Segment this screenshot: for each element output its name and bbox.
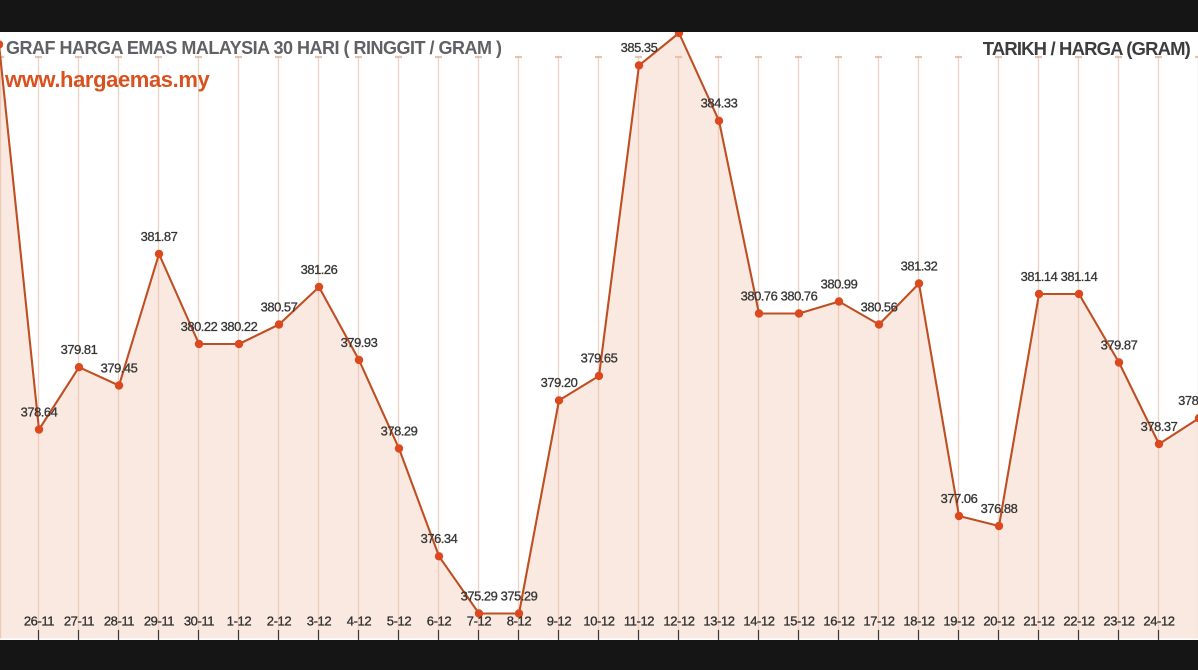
svg-text:27-11: 27-11 <box>64 614 94 629</box>
svg-text:380.56: 380.56 <box>861 299 898 314</box>
svg-text:379.93: 379.93 <box>341 335 378 350</box>
svg-text:381.14: 381.14 <box>1061 269 1098 284</box>
svg-text:2-12: 2-12 <box>267 614 292 629</box>
svg-text:23-12: 23-12 <box>1103 614 1134 629</box>
svg-text:28-11: 28-11 <box>104 614 134 629</box>
svg-text:17-12: 17-12 <box>863 614 894 629</box>
svg-text:10-12: 10-12 <box>583 614 614 629</box>
svg-text:12-12: 12-12 <box>663 614 694 629</box>
svg-text:378.64: 378.64 <box>21 404 58 419</box>
svg-text:16-12: 16-12 <box>823 614 854 629</box>
svg-text:379.45: 379.45 <box>101 360 138 375</box>
svg-text:29-11: 29-11 <box>144 614 174 629</box>
svg-text:22-12: 22-12 <box>1063 614 1094 629</box>
svg-text:21-12: 21-12 <box>1023 614 1054 629</box>
svg-text:380.57: 380.57 <box>261 299 298 314</box>
svg-text:381.32: 381.32 <box>901 258 938 273</box>
svg-text:380.22: 380.22 <box>221 319 258 334</box>
svg-text:19-12: 19-12 <box>943 614 974 629</box>
svg-text:13-12: 13-12 <box>703 614 734 629</box>
svg-text:376.88: 376.88 <box>981 501 1018 516</box>
svg-text:378.29: 378.29 <box>381 423 418 438</box>
svg-text:379.20: 379.20 <box>541 375 578 390</box>
svg-text:384.33: 384.33 <box>701 96 738 111</box>
svg-text:4-12: 4-12 <box>347 614 372 629</box>
svg-text:381.14: 381.14 <box>1021 269 1058 284</box>
svg-text:11-12: 11-12 <box>624 614 654 629</box>
svg-text:7-12: 7-12 <box>467 614 492 629</box>
svg-text:6-12: 6-12 <box>427 614 452 629</box>
svg-text:1-12: 1-12 <box>227 614 252 629</box>
svg-text:380.76: 380.76 <box>781 288 818 303</box>
svg-text:379.65: 379.65 <box>581 351 618 366</box>
svg-text:375.29: 375.29 <box>461 588 498 603</box>
svg-text:381.87: 381.87 <box>141 229 178 244</box>
svg-text:GRAF HARGA EMAS MALAYSIA 30 HA: GRAF HARGA EMAS MALAYSIA 30 HARI ( RINGG… <box>6 38 502 58</box>
svg-text:26-11: 26-11 <box>24 614 54 629</box>
svg-text:378.37: 378.37 <box>1141 419 1178 434</box>
svg-text:377.06: 377.06 <box>941 491 978 506</box>
svg-text:14-12: 14-12 <box>743 614 774 629</box>
svg-text:380.22: 380.22 <box>181 319 218 334</box>
svg-text:380.76: 380.76 <box>741 288 778 303</box>
svg-text:9-12: 9-12 <box>547 614 572 629</box>
svg-text:30-11: 30-11 <box>184 614 214 629</box>
svg-text:8-12: 8-12 <box>507 614 532 629</box>
svg-text:5-12: 5-12 <box>387 614 412 629</box>
svg-text:15-12: 15-12 <box>783 614 814 629</box>
svg-text:385.35: 385.35 <box>621 40 658 55</box>
svg-text:20-12: 20-12 <box>983 614 1014 629</box>
svg-text:24-12: 24-12 <box>1143 614 1174 629</box>
svg-text:379.87: 379.87 <box>1101 337 1138 352</box>
svg-text:379.81: 379.81 <box>61 342 98 357</box>
svg-text:3-12: 3-12 <box>307 614 332 629</box>
svg-text:376.34: 376.34 <box>421 531 458 546</box>
svg-text:TARIKH / HARGA (GRAM): TARIKH / HARGA (GRAM) <box>983 38 1191 59</box>
svg-text:381.26: 381.26 <box>301 262 338 277</box>
svg-text:18-12: 18-12 <box>903 614 934 629</box>
svg-text:375.29: 375.29 <box>501 588 538 603</box>
svg-text:380.99: 380.99 <box>821 276 858 291</box>
svg-text:www.hargaemas.my: www.hargaemas.my <box>4 67 210 92</box>
svg-text:378.88: 378.88 <box>1178 393 1198 408</box>
